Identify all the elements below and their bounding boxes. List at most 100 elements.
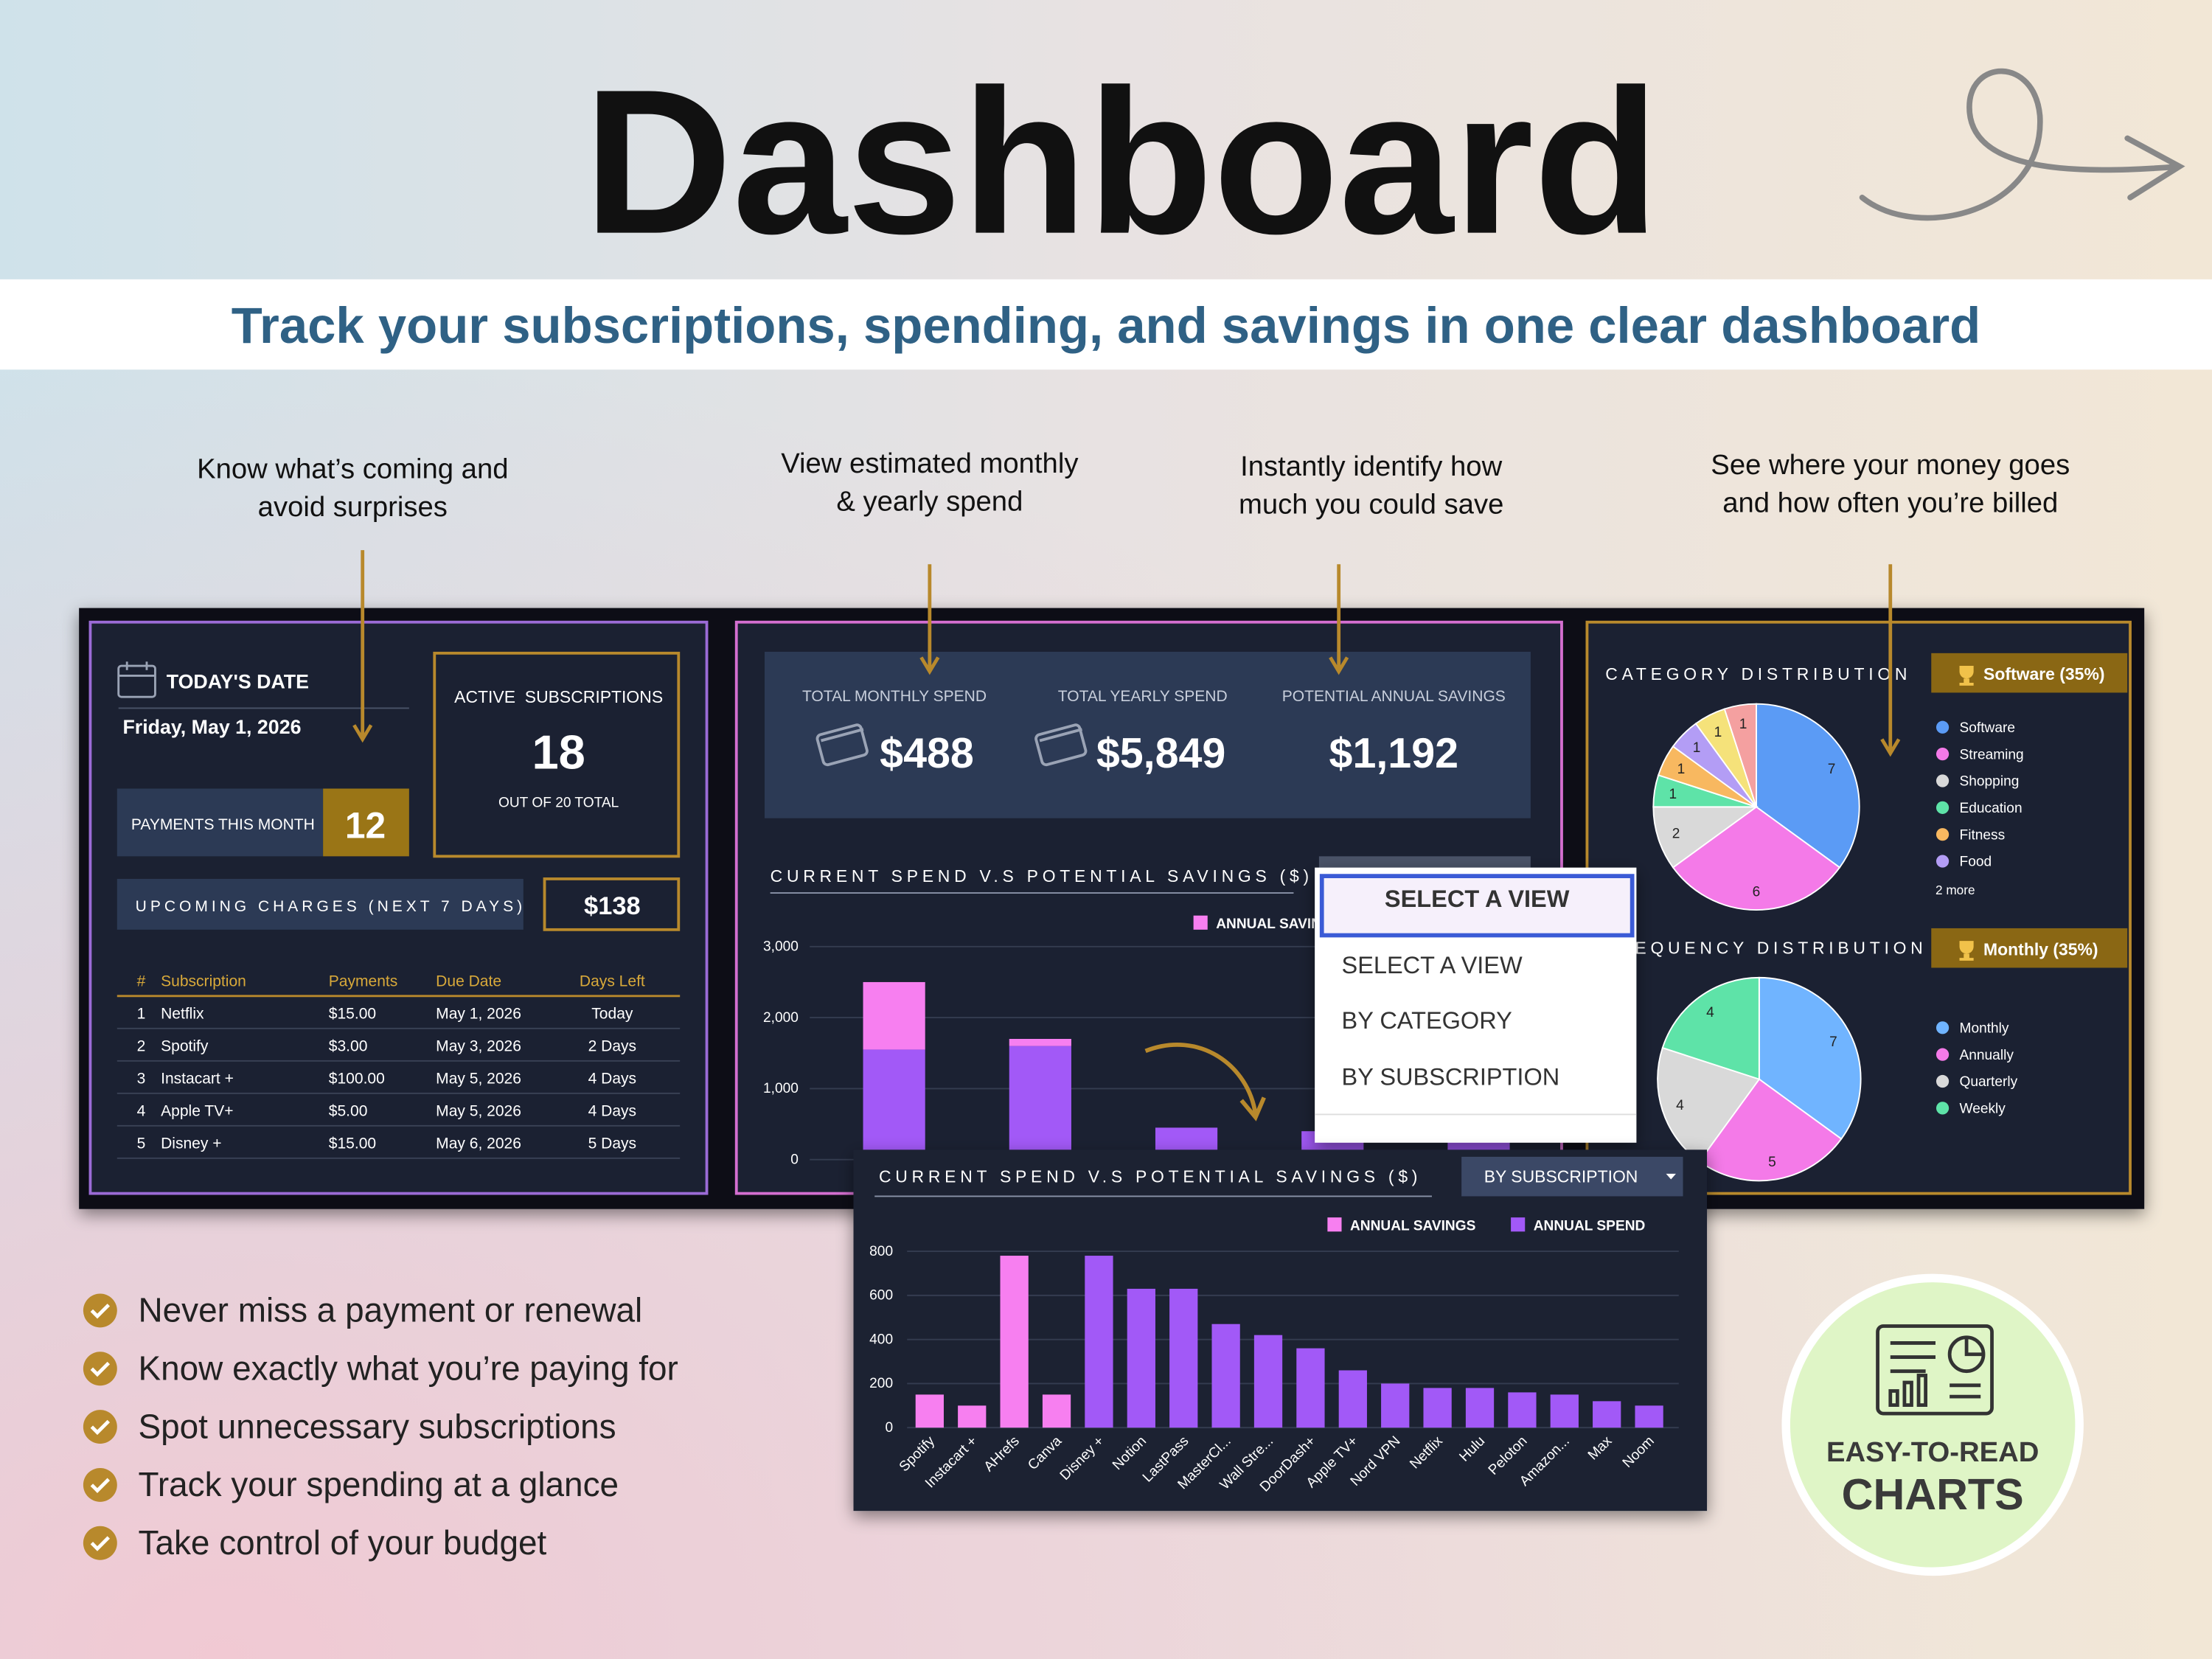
bar bbox=[1169, 1288, 1198, 1428]
cell: 2 bbox=[137, 1037, 146, 1054]
pie-slice bbox=[1652, 806, 1759, 869]
legend-label: Annually bbox=[1960, 1048, 2014, 1063]
legend-dot bbox=[1935, 748, 1950, 761]
bullet: Spot unnecessary subscriptions bbox=[138, 1407, 616, 1445]
callout: Instantly identify how bbox=[1240, 451, 1502, 482]
cell: $5.00 bbox=[329, 1102, 368, 1119]
kpi-value: $5,849 bbox=[1096, 730, 1226, 777]
column-header: Days Left bbox=[580, 973, 645, 990]
legend-dot bbox=[1935, 855, 1950, 868]
dashboard: TODAY'S DATE Friday, May 1, 2026 ACTIVE … bbox=[79, 608, 2145, 1209]
slice-label: 7 bbox=[1829, 1034, 1837, 1050]
selected-option[interactable]: SELECT A VIEW bbox=[1385, 886, 1570, 912]
kpi-value: $488 bbox=[880, 730, 974, 777]
label: PAYMENTS THIS MONTH bbox=[131, 816, 315, 833]
chart-title: CURRENT SPEND V.S POTENTIAL SAVINGS ($) bbox=[771, 866, 1313, 886]
legend-swatch bbox=[1327, 1217, 1342, 1232]
bar bbox=[1000, 1256, 1029, 1428]
cell: May 5, 2026 bbox=[436, 1102, 521, 1119]
card bbox=[116, 788, 324, 857]
chart-icon bbox=[1876, 1324, 1994, 1416]
cell: 3 bbox=[137, 1070, 146, 1087]
pie-slice bbox=[1698, 1078, 1843, 1182]
dropdown-selected[interactable] bbox=[1319, 874, 1635, 938]
legend-label: ANNUAL SPEND bbox=[1534, 1218, 1646, 1234]
badge-line: CHARTS bbox=[1842, 1470, 2024, 1519]
label: TODAY'S DATE bbox=[167, 671, 309, 693]
callouts: Know what’s coming and avoid surprises Vi… bbox=[197, 448, 2070, 523]
check-mark bbox=[90, 1304, 111, 1319]
callout: View estimated monthly bbox=[781, 448, 1079, 479]
legend-label: Streaming bbox=[1960, 747, 2024, 762]
slice-label: 1 bbox=[1714, 725, 1722, 740]
title: Dashboard bbox=[584, 47, 1660, 277]
trophy-icon bbox=[1959, 666, 1974, 686]
card bbox=[116, 878, 524, 930]
bar bbox=[863, 981, 925, 1050]
highlight: Software (35%) bbox=[1983, 664, 2104, 684]
cell: May 5, 2026 bbox=[436, 1070, 521, 1087]
view-control[interactable] bbox=[1461, 1156, 1683, 1197]
cell: May 6, 2026 bbox=[436, 1135, 521, 1152]
cell: 4 bbox=[137, 1102, 146, 1119]
y-tick-label: 3,000 bbox=[763, 939, 799, 955]
cell: $15.00 bbox=[329, 1005, 376, 1022]
callout: Know what’s coming and bbox=[197, 453, 508, 485]
legend-swatch bbox=[1193, 915, 1208, 930]
cell: May 3, 2026 bbox=[436, 1037, 521, 1054]
kpi-label: TOTAL YEARLY SPEND bbox=[1058, 688, 1228, 705]
bullet: Never miss a payment or renewal bbox=[138, 1291, 642, 1329]
label: UPCOMING CHARGES (NEXT 7 DAYS) bbox=[136, 898, 526, 915]
value-box bbox=[323, 788, 409, 857]
bar bbox=[958, 1405, 987, 1428]
callout: much you could save bbox=[1239, 488, 1503, 520]
slice-label: 6 bbox=[1753, 885, 1761, 900]
callout: & yearly spend bbox=[836, 486, 1023, 518]
bar bbox=[1423, 1388, 1452, 1428]
calendar-icon bbox=[117, 661, 156, 698]
bar bbox=[1211, 1324, 1240, 1428]
cell: Netflix bbox=[161, 1005, 204, 1022]
legend-dot bbox=[1935, 1074, 1950, 1088]
pie-slice bbox=[1756, 703, 1860, 869]
value: 18 bbox=[532, 726, 585, 779]
bar bbox=[1550, 1394, 1579, 1428]
slice-label: 1 bbox=[1669, 787, 1677, 802]
bar bbox=[915, 1394, 944, 1428]
bar bbox=[1296, 1348, 1325, 1428]
cell: 5 Days bbox=[588, 1135, 636, 1152]
option[interactable]: BY SUBSCRIPTION bbox=[1342, 1063, 1560, 1090]
table: # Subscription Payments Due Date Days Left 1 N… bbox=[116, 973, 681, 1159]
check-mark bbox=[90, 1536, 111, 1551]
chart-title: CATEGORY DISTRIBUTION bbox=[1605, 664, 1911, 684]
bar bbox=[863, 1049, 925, 1160]
slice-label: 4 bbox=[1706, 1005, 1714, 1020]
check-icon bbox=[83, 1410, 117, 1444]
chart-card bbox=[853, 1150, 1708, 1512]
subtitle-band bbox=[0, 279, 2212, 370]
pie-slice bbox=[1758, 976, 1862, 1140]
slice-label: 1 bbox=[1677, 762, 1686, 777]
view-control-label[interactable]: BY SUBSCRIPTION bbox=[1484, 1166, 1638, 1186]
cell: 5 bbox=[137, 1135, 146, 1152]
bullet: Know exactly what you’re paying for bbox=[138, 1349, 678, 1388]
badge bbox=[1781, 1273, 2084, 1576]
cell: Instacart + bbox=[161, 1070, 234, 1087]
front-chart: CURRENT SPEND V.S POTENTIAL SAVINGS ($) … bbox=[853, 1150, 1708, 1512]
kpi-values: $488 $5,849 $1,192 bbox=[880, 730, 1458, 777]
slice-label: 2 bbox=[1672, 826, 1680, 841]
option[interactable]: SELECT A VIEW bbox=[1342, 952, 1523, 978]
pie-slice bbox=[1672, 806, 1841, 911]
bar bbox=[1085, 1256, 1113, 1428]
option[interactable]: BY CATEGORY bbox=[1342, 1007, 1512, 1034]
cell: $100.00 bbox=[329, 1070, 385, 1087]
column-header: # bbox=[137, 973, 146, 990]
cell: 1 bbox=[137, 1005, 146, 1022]
legend-swatch bbox=[1511, 1217, 1526, 1232]
y-tick-label: 1,000 bbox=[763, 1081, 799, 1096]
bar bbox=[1253, 1335, 1283, 1428]
bullets: Never miss a payment or renewal Know exac… bbox=[83, 1291, 678, 1562]
